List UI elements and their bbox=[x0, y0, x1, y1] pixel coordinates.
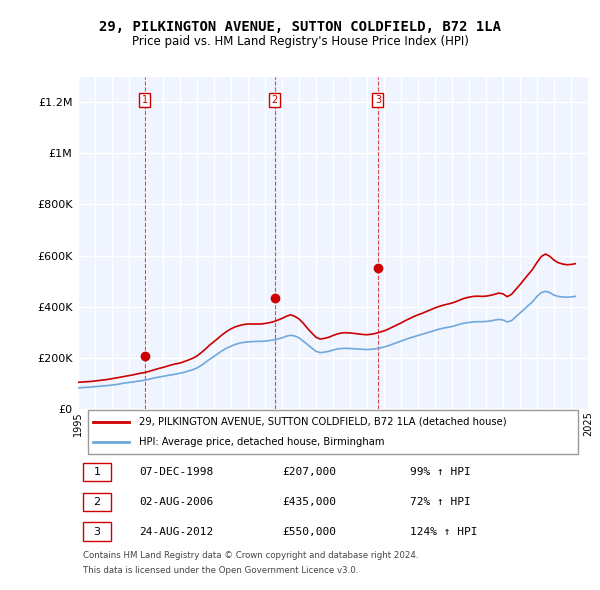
FancyBboxPatch shape bbox=[83, 463, 111, 481]
Text: This data is licensed under the Open Government Licence v3.0.: This data is licensed under the Open Gov… bbox=[83, 566, 358, 575]
Text: 24-AUG-2012: 24-AUG-2012 bbox=[139, 526, 214, 536]
Text: 1: 1 bbox=[142, 95, 148, 105]
Text: 99% ↑ HPI: 99% ↑ HPI bbox=[409, 467, 470, 477]
Text: 2: 2 bbox=[272, 95, 278, 105]
Text: 02-AUG-2006: 02-AUG-2006 bbox=[139, 497, 214, 507]
Text: 2: 2 bbox=[94, 497, 100, 507]
Text: Contains HM Land Registry data © Crown copyright and database right 2024.: Contains HM Land Registry data © Crown c… bbox=[83, 551, 419, 560]
Text: £550,000: £550,000 bbox=[282, 526, 336, 536]
Text: 72% ↑ HPI: 72% ↑ HPI bbox=[409, 497, 470, 507]
FancyBboxPatch shape bbox=[83, 522, 111, 541]
Text: 29, PILKINGTON AVENUE, SUTTON COLDFIELD, B72 1LA: 29, PILKINGTON AVENUE, SUTTON COLDFIELD,… bbox=[99, 19, 501, 34]
Text: £435,000: £435,000 bbox=[282, 497, 336, 507]
Text: 3: 3 bbox=[94, 526, 100, 536]
FancyBboxPatch shape bbox=[88, 409, 578, 454]
Text: 1: 1 bbox=[94, 467, 100, 477]
Text: £207,000: £207,000 bbox=[282, 467, 336, 477]
Text: 29, PILKINGTON AVENUE, SUTTON COLDFIELD, B72 1LA (detached house): 29, PILKINGTON AVENUE, SUTTON COLDFIELD,… bbox=[139, 417, 507, 427]
FancyBboxPatch shape bbox=[83, 493, 111, 511]
Text: Price paid vs. HM Land Registry's House Price Index (HPI): Price paid vs. HM Land Registry's House … bbox=[131, 35, 469, 48]
Text: 07-DEC-1998: 07-DEC-1998 bbox=[139, 467, 214, 477]
Text: 124% ↑ HPI: 124% ↑ HPI bbox=[409, 526, 477, 536]
Text: 3: 3 bbox=[375, 95, 381, 105]
Text: HPI: Average price, detached house, Birmingham: HPI: Average price, detached house, Birm… bbox=[139, 437, 385, 447]
